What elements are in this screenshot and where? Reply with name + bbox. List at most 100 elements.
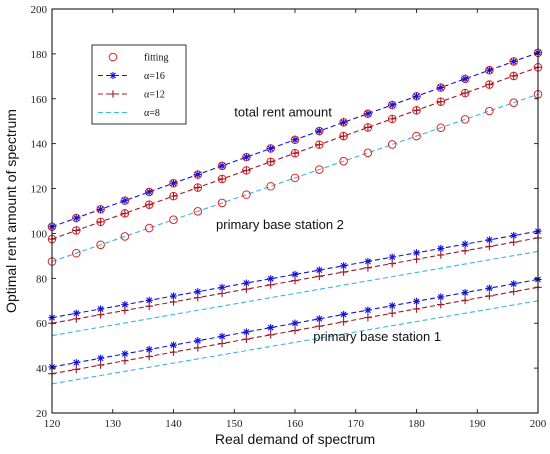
star-point-19 <box>510 280 518 288</box>
ticks-layer: 120 130 140 150 160 170 180 190 200 20 40 60 80 100 12… <box>31 4 547 430</box>
plus-point-7 <box>218 175 226 183</box>
star-point-7 <box>218 283 226 291</box>
legend-box <box>91 44 187 125</box>
star-point-12 <box>340 310 348 319</box>
plus-point-1 <box>72 226 81 235</box>
x-tick-label-2: 140 <box>165 418 182 430</box>
star-point-16 <box>437 244 445 253</box>
fit-point-17 <box>460 74 470 84</box>
plus-point-15 <box>412 255 421 264</box>
plus-point-14 <box>388 115 396 123</box>
fit-point-3 <box>120 196 130 205</box>
plus-point-2 <box>96 361 105 369</box>
plus-point-15 <box>412 106 421 115</box>
plus-point-4 <box>145 302 153 310</box>
y-tick-label-8: 180 <box>31 49 48 61</box>
fit-point-6 <box>193 170 203 179</box>
plus-point-5 <box>169 348 178 356</box>
fit-point-8 <box>242 190 251 199</box>
legend-label: α=12 <box>144 90 165 101</box>
plus-point-10 <box>291 149 299 158</box>
fit-point-1 <box>72 213 81 223</box>
fit-point-18 <box>485 65 494 75</box>
fit-point-15 <box>412 91 421 101</box>
fit-point-2 <box>96 240 105 250</box>
x-tick-label-4: 160 <box>287 418 304 430</box>
plus-point-4 <box>145 352 153 361</box>
plus-point-16 <box>437 251 445 259</box>
plus-point-19 <box>509 72 518 80</box>
series-total-alpha-16 <box>47 48 543 232</box>
y-tick-label-0: 20 <box>36 408 48 420</box>
annotation-0: total rent amount <box>234 105 332 120</box>
series-line <box>51 237 539 324</box>
star-point-3 <box>121 301 129 309</box>
fit-point-6 <box>193 207 203 216</box>
series-line <box>51 278 539 368</box>
star-point-8 <box>242 328 250 336</box>
plus-point-16 <box>437 300 445 309</box>
star-point-4 <box>145 188 153 196</box>
star-point-2 <box>97 205 105 213</box>
star-point-9 <box>267 144 275 153</box>
plus-point-17 <box>461 89 469 97</box>
star-point-1 <box>72 309 80 317</box>
series-line <box>51 230 539 319</box>
star-point-15 <box>412 297 421 305</box>
star-point-9 <box>267 323 275 332</box>
plus-point-4 <box>145 200 153 209</box>
plus-point-3 <box>121 356 129 365</box>
plus-point-1 <box>72 365 81 374</box>
plus-point-11 <box>315 140 324 149</box>
plus-point-12 <box>339 132 348 140</box>
star-point-14 <box>388 302 396 310</box>
fit-point-12 <box>339 156 348 166</box>
star-point-8 <box>242 279 250 287</box>
star-point-5 <box>169 341 178 349</box>
fit-point-3 <box>120 232 130 241</box>
x-tick-label-8: 200 <box>530 418 547 430</box>
star-point-5 <box>169 292 178 300</box>
plus-point-8 <box>242 285 251 293</box>
y-tick-label-6: 140 <box>31 139 48 151</box>
series-total-alpha-8 <box>47 89 543 266</box>
x-tick-label-7: 190 <box>469 418 486 430</box>
plus-point-2 <box>96 310 105 319</box>
plus-point-6 <box>194 183 202 192</box>
series-station2-alpha-16 <box>48 227 542 322</box>
legend-label: fitting <box>144 53 168 64</box>
star-point-15 <box>412 92 421 100</box>
fit-point-8 <box>242 152 251 162</box>
y-tick-label-9: 200 <box>31 4 48 16</box>
star-point-8 <box>242 153 250 161</box>
fit-point-10 <box>290 173 300 183</box>
plus-point-6 <box>194 293 202 302</box>
plus-point-9 <box>266 157 275 166</box>
fit-point-16 <box>436 83 446 92</box>
y-tick-label-7: 160 <box>31 94 48 106</box>
series-station1-alpha-12 <box>48 283 542 378</box>
plus-point-3 <box>121 306 129 315</box>
plus-point-8 <box>242 335 251 343</box>
legend-marker <box>109 90 117 98</box>
plus-point-1 <box>72 315 81 323</box>
fit-point-7 <box>217 161 227 171</box>
x-tick-label-6: 180 <box>408 418 425 430</box>
plus-point-9 <box>266 331 275 339</box>
plus-point-2 <box>96 218 105 226</box>
star-point-10 <box>291 136 299 144</box>
plus-point-17 <box>461 296 469 305</box>
annotation-1: primary base station 2 <box>216 217 344 232</box>
star-point-1 <box>72 214 80 222</box>
fit-point-10 <box>290 135 300 145</box>
plus-point-19 <box>509 238 518 246</box>
legend-label: α=8 <box>144 108 160 119</box>
star-point-3 <box>121 197 129 205</box>
legend-marker <box>108 52 118 62</box>
legend-label: α=16 <box>144 71 165 82</box>
y-tick-label-5: 120 <box>31 184 48 196</box>
star-point-13 <box>364 110 372 118</box>
plus-point-13 <box>364 313 372 322</box>
plus-point-7 <box>218 289 226 298</box>
